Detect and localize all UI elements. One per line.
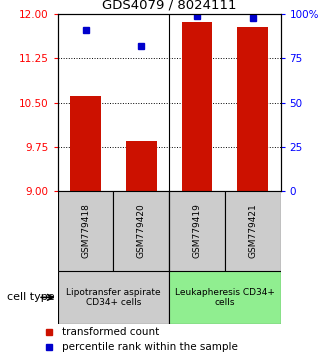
FancyBboxPatch shape: [58, 271, 169, 324]
Text: Leukapheresis CD34+
cells: Leukapheresis CD34+ cells: [175, 288, 275, 307]
FancyBboxPatch shape: [58, 191, 114, 271]
Text: Lipotransfer aspirate
CD34+ cells: Lipotransfer aspirate CD34+ cells: [66, 288, 161, 307]
Text: GSM779418: GSM779418: [81, 204, 90, 258]
Text: GSM779420: GSM779420: [137, 204, 146, 258]
FancyBboxPatch shape: [225, 191, 280, 271]
FancyBboxPatch shape: [169, 191, 225, 271]
Bar: [70, 96, 101, 191]
Bar: [126, 141, 157, 191]
Text: GSM779419: GSM779419: [192, 204, 202, 258]
Text: GSM779421: GSM779421: [248, 204, 257, 258]
Bar: [182, 22, 212, 191]
Text: percentile rank within the sample: percentile rank within the sample: [62, 342, 238, 352]
FancyBboxPatch shape: [169, 271, 280, 324]
Text: transformed count: transformed count: [62, 327, 159, 337]
Bar: [237, 27, 268, 191]
Title: GDS4079 / 8024111: GDS4079 / 8024111: [102, 0, 236, 12]
Text: cell type: cell type: [7, 292, 54, 302]
FancyBboxPatch shape: [114, 191, 169, 271]
